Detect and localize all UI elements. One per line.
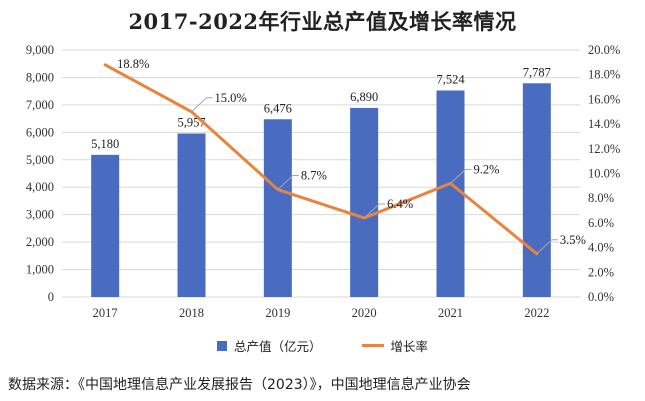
line-data-label: 6.4%	[387, 197, 413, 211]
chart-title: 2017-2022年行业总产值及增长率情况	[128, 9, 517, 34]
growth-rate-line	[103, 63, 539, 256]
bar	[177, 133, 206, 297]
source-note: 数据来源：《中国地理信息产业发展报告（2023）》，中国地理信息产业协会	[8, 377, 471, 393]
y-left-tick-label: 0	[48, 290, 54, 304]
y-left-tick-label: 4,000	[26, 180, 54, 194]
y-left-tick-label: 8,000	[26, 70, 54, 84]
y-right-tick-label: 6.0%	[588, 216, 614, 230]
legend-bar-label: 总产值（亿元）	[233, 339, 322, 354]
y-right-tick-label: 2.0%	[588, 265, 614, 279]
y-left-tick-label: 3,000	[26, 208, 54, 222]
line-data-label: 8.7%	[301, 169, 327, 183]
bar-data-label: 7,524	[436, 73, 465, 87]
y-right-tick-label: 18.0%	[588, 68, 620, 82]
bar	[350, 107, 379, 297]
y-right-tick-label: 4.0%	[588, 241, 614, 255]
bar	[91, 154, 120, 297]
line-label-leader	[363, 203, 386, 219]
line-label-leader	[191, 97, 213, 113]
y-left-tick-label: 2,000	[26, 235, 54, 249]
legend: 总产值（亿元） 增长率	[0, 336, 645, 355]
y-right-tick-label: 20.0%	[588, 43, 620, 57]
legend-item-bar: 总产值（亿元）	[216, 336, 322, 355]
bar	[436, 90, 465, 298]
x-tick-label: 2022	[524, 306, 549, 320]
x-tick-label: 2017	[93, 306, 118, 320]
line-data-label: 9.2%	[474, 162, 500, 176]
line-label-leader	[536, 239, 558, 255]
line-data-label: 18.8%	[117, 57, 149, 71]
legend-line-label: 增长率	[390, 339, 429, 354]
x-tick-label: 2018	[179, 306, 204, 320]
y-right-tick-label: 10.0%	[588, 167, 620, 181]
y-right-tick-label: 12.0%	[588, 142, 620, 156]
line-data-label: 15.0%	[215, 91, 247, 105]
x-tick-label: 2021	[438, 306, 463, 320]
bar-data-label: 7,787	[523, 65, 551, 79]
y-right-tick-label: 16.0%	[588, 92, 620, 106]
x-tick-label: 2019	[265, 306, 290, 320]
y-right-tick-label: 14.0%	[588, 117, 620, 131]
y-left-tick-label: 9,000	[26, 43, 54, 57]
bar	[263, 119, 292, 297]
x-tick-label: 2020	[352, 306, 377, 320]
bar-data-label: 6,476	[264, 101, 292, 115]
y-left-tick-label: 1,000	[26, 263, 54, 277]
legend-line-swatch	[361, 344, 384, 347]
legend-bar-swatch	[216, 340, 227, 351]
line-data-label: 3.5%	[560, 233, 586, 247]
bar-data-label: 6,890	[350, 90, 378, 104]
line-label-leader	[277, 175, 299, 190]
bar	[522, 83, 551, 298]
line-label-leader	[450, 168, 472, 184]
legend-item-line: 增长率	[361, 336, 429, 355]
y-left-tick-label: 5,000	[26, 153, 54, 167]
y-left-tick-label: 7,000	[26, 98, 54, 112]
y-left-tick-label: 6,000	[26, 125, 54, 139]
bar-data-label: 5,180	[91, 137, 119, 151]
y-right-tick-label: 8.0%	[588, 191, 614, 205]
y-right-tick-label: 0.0%	[588, 290, 614, 304]
